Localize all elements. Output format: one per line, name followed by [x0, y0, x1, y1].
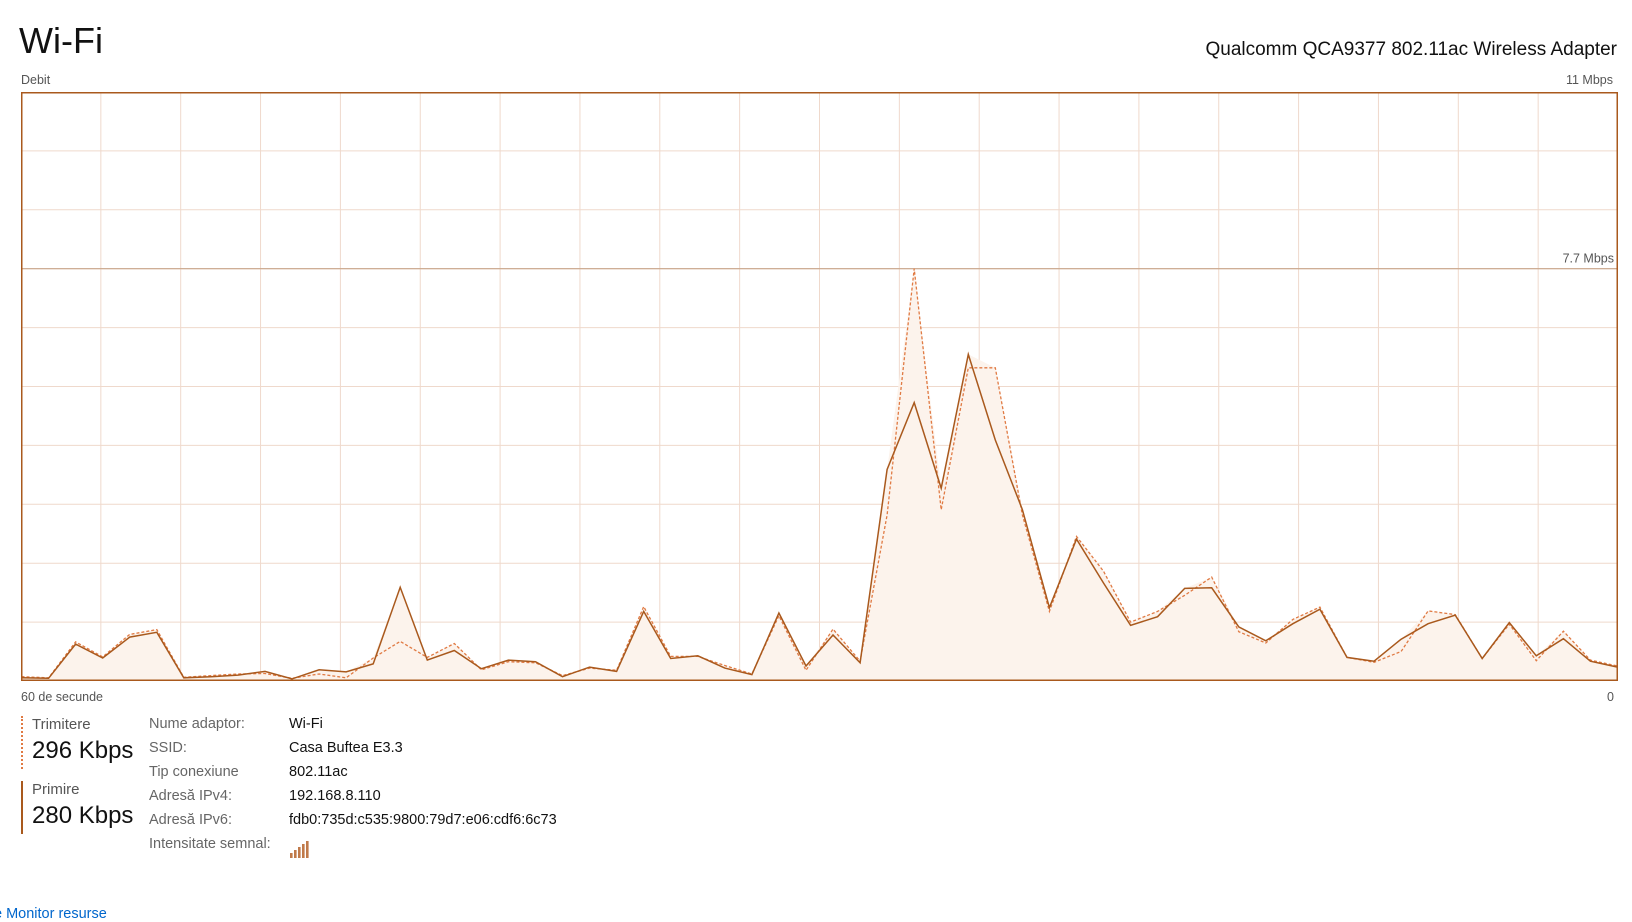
- scale-line-label: 7.7 Mbps: [1563, 252, 1614, 266]
- signal-strength-value: [289, 836, 309, 860]
- receive-series-line: [21, 351, 1618, 680]
- receive-legend-marker: [21, 781, 23, 834]
- grid: [21, 92, 1618, 681]
- send-label: Trimitere: [32, 716, 91, 733]
- property-value: 192.168.8.110: [289, 788, 381, 804]
- signal-bars-icon: [290, 841, 309, 858]
- property-value: Wi-Fi: [289, 716, 323, 732]
- property-key: Tip conexiune: [149, 764, 239, 780]
- receive-label: Primire: [32, 781, 80, 798]
- send-value: 296 Kbps: [32, 737, 134, 764]
- property-key: Adresă IPv4:: [149, 788, 233, 804]
- max-scale-label: 11 Mbps: [1565, 73, 1613, 87]
- property-key: Intensitate semnal:: [149, 836, 271, 852]
- property-value: fdb0:735d:c535:9800:79d7:e06:cdf6:6c73: [289, 812, 557, 828]
- property-value: 802.11ac: [289, 764, 348, 780]
- receive-area-fill: [21, 268, 1618, 681]
- zero-label: 0: [1607, 690, 1614, 704]
- receive-value: 280 Kbps: [32, 802, 134, 829]
- x-axis-label: 60 de secunde: [21, 690, 104, 704]
- page-title: Wi-Fi: [19, 20, 103, 61]
- graph-border: [21, 92, 1618, 681]
- property-key: SSID:: [149, 740, 187, 756]
- y-axis-label: Debit: [21, 73, 51, 87]
- throughput-graph: 7.7 Mbps: [21, 92, 1618, 681]
- property-key: Nume adaptor:: [149, 716, 245, 732]
- send-legend-marker: [21, 716, 23, 769]
- property-value: Casa Buftea E3.3: [289, 740, 403, 756]
- adapter-name: Qualcomm QCA9377 802.11ac Wireless Adapt…: [1205, 39, 1617, 60]
- property-key: Adresă IPv6:: [149, 812, 233, 828]
- resource-monitor-link[interactable]: e Monitor resurse: [0, 906, 107, 922]
